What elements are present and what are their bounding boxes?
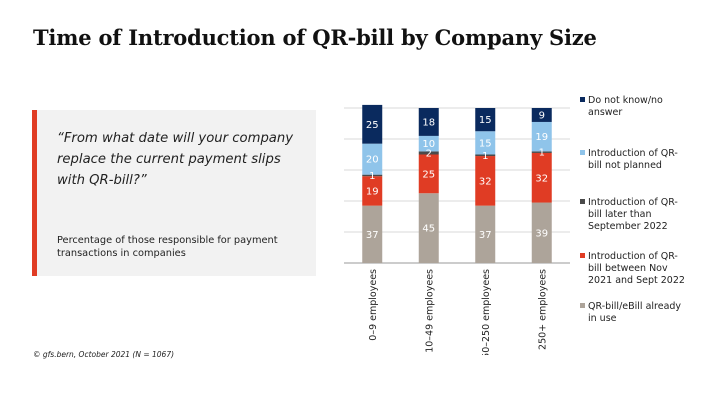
category-label: 250+ employees xyxy=(537,269,548,350)
bar-segment xyxy=(418,151,439,155)
question-box: “From what date will your company replac… xyxy=(32,110,316,276)
bar-segment xyxy=(362,174,383,177)
data-label: 1 xyxy=(369,171,375,182)
data-label: 1 xyxy=(539,148,545,159)
bar-segment xyxy=(531,152,552,203)
bar-segment xyxy=(362,205,383,263)
legend-entry: Introduction of QR-bill later than Septem… xyxy=(588,197,678,232)
data-label: 37 xyxy=(479,230,492,241)
bar-segment xyxy=(418,108,439,136)
source-note: © gfs.bern, October 2021 (N = 1067) xyxy=(33,350,175,359)
data-label: 20 xyxy=(366,155,379,166)
bar-segment xyxy=(418,154,439,194)
bar-segment xyxy=(418,193,439,263)
bar-segment xyxy=(362,104,383,144)
legend-entry: Introduction of QR-bill not planned xyxy=(588,148,678,171)
bar-segment xyxy=(531,108,552,122)
bar-segment xyxy=(362,176,383,206)
data-label: 32 xyxy=(479,176,492,187)
data-label: 2 xyxy=(426,148,432,159)
data-label: 39 xyxy=(535,228,548,239)
bar-segment xyxy=(418,135,439,152)
survey-subtitle: Percentage of those responsible for paym… xyxy=(57,235,278,259)
bar-segment xyxy=(475,156,496,206)
category-label: 10–49 employees xyxy=(424,269,435,353)
data-label: 19 xyxy=(366,186,379,197)
legend-swatch xyxy=(580,253,585,258)
data-label: 15 xyxy=(479,138,492,149)
bar-segment xyxy=(531,202,552,263)
data-label: 45 xyxy=(422,224,435,235)
category-label: 50–250 employees xyxy=(481,269,492,355)
data-label: 18 xyxy=(422,117,435,128)
legend-swatch xyxy=(580,303,585,308)
data-label: 15 xyxy=(479,115,492,126)
legend-swatch xyxy=(580,150,585,155)
survey-question: “From what date will your company replac… xyxy=(57,131,294,188)
legend-entry: Introduction of QR-bill between Nov 2021 … xyxy=(588,251,685,286)
data-label: 32 xyxy=(535,173,548,184)
bar-segment xyxy=(475,205,496,263)
bar-segment xyxy=(531,151,552,153)
category-label: 0–9 employees xyxy=(368,269,379,341)
data-label: 25 xyxy=(422,169,435,180)
data-label: 37 xyxy=(366,230,379,241)
stacked-bar-chart: 37 19 1 20 25 45 25 210 18 37 32 1 15 15 39 32 1 19 9 0–9 … xyxy=(344,95,685,355)
page-title: Time of Introduction of QR-bill by Compa… xyxy=(33,25,597,50)
data-label: 10 xyxy=(422,139,435,150)
data-label: 19 xyxy=(535,132,548,143)
data-label: 9 xyxy=(539,110,545,121)
bar-segment xyxy=(475,108,496,132)
legend-swatch xyxy=(580,97,585,102)
bar-segment xyxy=(362,143,383,175)
legend-entry: QR-bill/eBill already in use xyxy=(588,301,681,324)
bar-segment xyxy=(475,131,496,155)
legend-entry: Do not know/no answer xyxy=(588,95,663,118)
data-label: 25 xyxy=(366,120,379,131)
legend-swatch xyxy=(580,199,585,204)
bar-segment xyxy=(531,121,552,152)
data-label: 1 xyxy=(482,151,488,162)
bar-segment xyxy=(475,154,496,157)
